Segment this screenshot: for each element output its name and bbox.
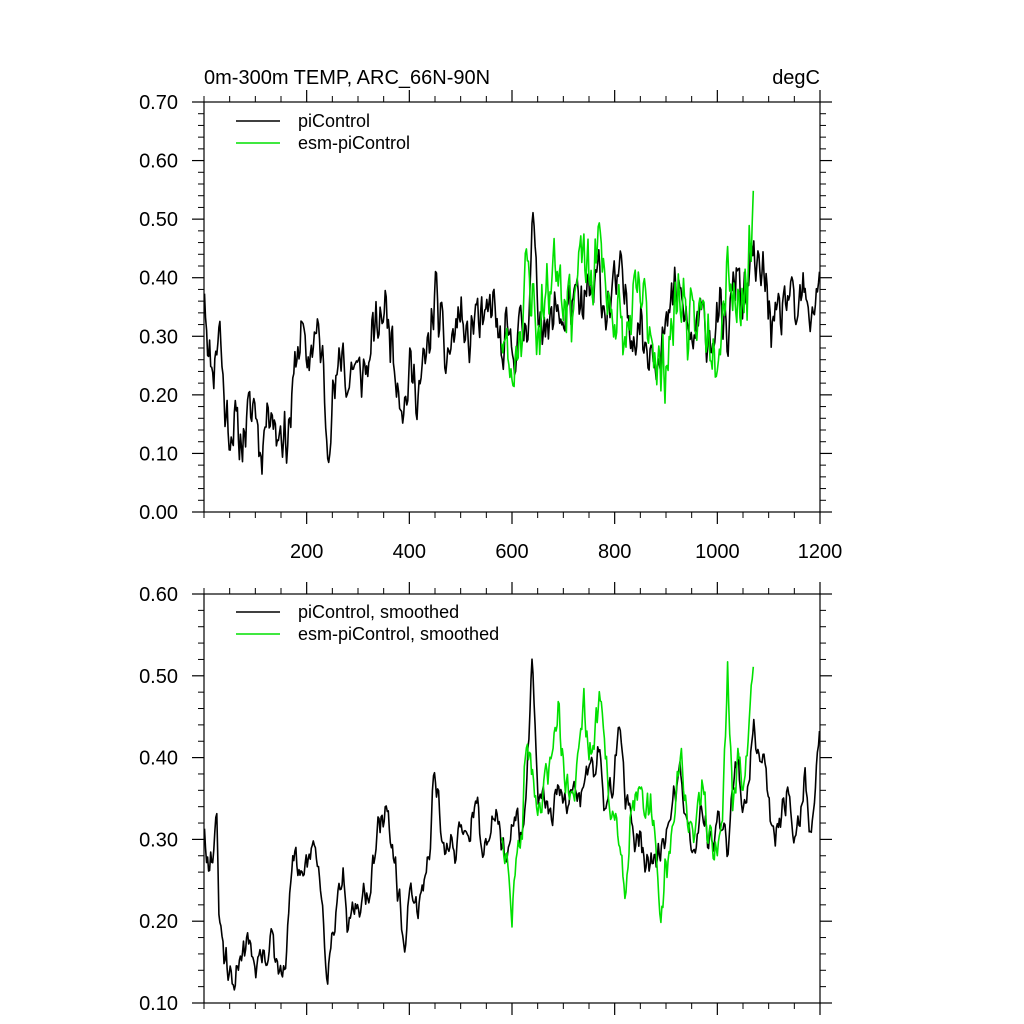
series-line-esm-picontrol (500, 190, 755, 404)
series-group (203, 658, 821, 991)
legend: piControl esm-piControl (236, 111, 410, 153)
y-tick-label: 0.30 (139, 326, 178, 348)
y-tick-label: 0.30 (139, 829, 178, 851)
y-tick-label: 0.40 (139, 748, 178, 770)
series-line-picontrol-smoothed (203, 658, 821, 991)
series-line-picontrol (203, 211, 821, 475)
legend: piControl, smoothed esm-piControl, smoot… (236, 602, 499, 644)
y-tick-label: 0.50 (139, 666, 178, 688)
x-tick-label: 800 (598, 541, 631, 563)
y-tick-label: 0.60 (139, 584, 178, 606)
chart-title: 0m-300m TEMP, ARC_66N-90N (204, 67, 490, 89)
y-tick-label: 0.60 (139, 151, 178, 173)
series-group (203, 190, 821, 475)
legend-label-esm-picontrol: esm-piControl (298, 133, 410, 153)
y-tick-label: 0.40 (139, 268, 178, 290)
axis-ticks: 0.10 0.20 0.30 0.40 0.50 0.60 (139, 582, 832, 1015)
bottom-panel: 0.10 0.20 0.30 0.40 0.50 0.60 piControl, smoo… (139, 582, 832, 1015)
y-tick-label: 0.10 (139, 993, 178, 1015)
x-tick-label: 1200 (798, 541, 843, 563)
plot-frame (203, 593, 821, 1004)
x-tick-label: 400 (393, 541, 426, 563)
y-tick-label: 0.10 (139, 443, 178, 465)
x-tick-label: 600 (495, 541, 528, 563)
series-line-esm-picontrol-smoothed (500, 660, 755, 928)
axis-ticks: 0.00 0.10 0.20 0.30 0.40 0.50 0.60 0.70 200 400 60… (139, 90, 842, 563)
plot-frame (203, 101, 821, 513)
top-panel: 0m-300m TEMP, ARC_66N-90N degC 0.000.100… (139, 67, 842, 563)
x-tick-label: 200 (290, 541, 323, 563)
legend-label-picontrol: piControl (298, 111, 370, 131)
legend-label-esm-picontrol-smoothed: esm-piControl, smoothed (298, 624, 499, 644)
units-label: degC (772, 67, 820, 89)
legend-label-picontrol-smoothed: piControl, smoothed (298, 602, 459, 622)
y-tick-label: 0.20 (139, 911, 178, 933)
y-tick-label: 0.50 (139, 209, 178, 231)
y-tick-label: 0.20 (139, 385, 178, 407)
x-tick-label: 1000 (695, 541, 740, 563)
y-tick-label: 0.00 (139, 502, 178, 524)
y-tick-label: 0.70 (139, 92, 178, 114)
